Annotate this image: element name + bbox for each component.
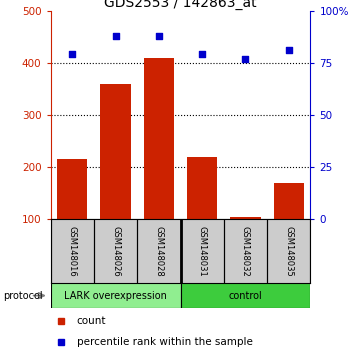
Text: GSM148026: GSM148026: [111, 226, 120, 277]
Text: LARK overexpression: LARK overexpression: [64, 291, 167, 301]
Bar: [230, 217, 261, 219]
Bar: [187, 157, 217, 219]
Point: [286, 47, 292, 53]
Point: [69, 52, 75, 57]
Bar: [274, 183, 304, 219]
Text: GSM148016: GSM148016: [68, 226, 77, 277]
Point: [243, 56, 248, 62]
Text: control: control: [229, 291, 262, 301]
Bar: [180, 283, 310, 308]
Point: [156, 33, 162, 39]
Bar: [100, 84, 131, 219]
Text: GSM148031: GSM148031: [198, 226, 206, 277]
Text: GSM148032: GSM148032: [241, 226, 250, 277]
Bar: [51, 283, 180, 308]
Point: [199, 52, 205, 57]
Bar: [57, 159, 87, 219]
Text: count: count: [77, 316, 106, 326]
Text: protocol: protocol: [4, 291, 43, 301]
Point: [113, 33, 118, 39]
Bar: [144, 58, 174, 219]
Title: GDS2553 / 142863_at: GDS2553 / 142863_at: [104, 0, 257, 10]
Text: GSM148028: GSM148028: [155, 226, 163, 277]
Text: GSM148035: GSM148035: [284, 226, 293, 277]
Text: percentile rank within the sample: percentile rank within the sample: [77, 337, 252, 348]
